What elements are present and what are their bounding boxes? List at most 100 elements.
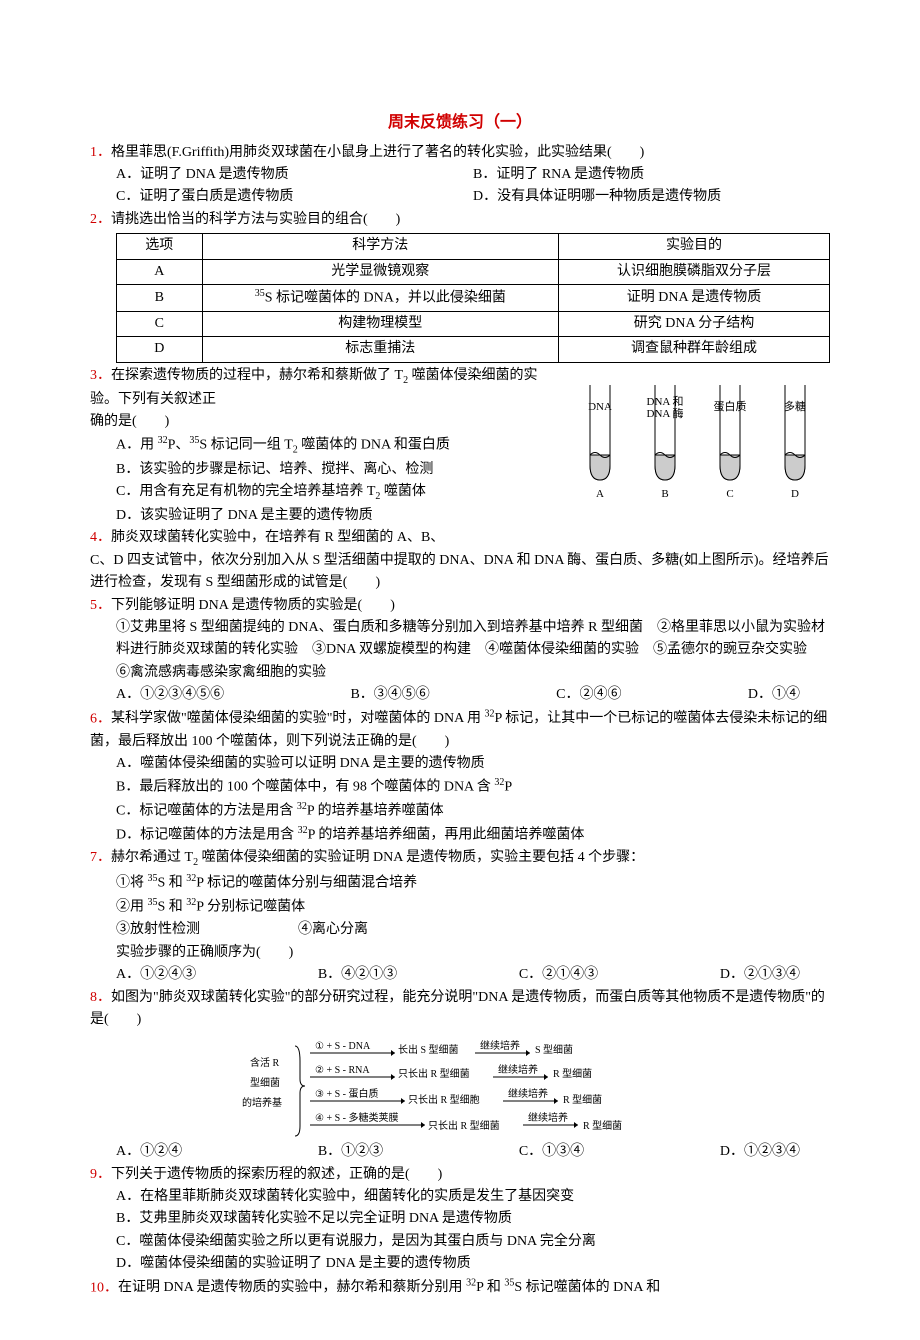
q6-opt-a: A．噬菌体侵染细菌的实验可以证明 DNA 是主要的遗传物质 — [90, 753, 830, 775]
q3-text1: 在探索遗传物质的过程中，赫尔希和蔡斯做了 T2 噬菌体侵染细菌的实验。下列有关叙… — [90, 368, 538, 407]
q2-th2: 科学方法 — [202, 234, 559, 259]
q7-s1: ①将 35S 和 32P 标记的噬菌体分别与细菌混合培养 — [90, 871, 830, 895]
q1-text: 格里菲思(F.Griffith)用肺炎双球菌在小鼠身上进行了著名的转化实验，此实… — [111, 145, 644, 160]
svg-text:R 型细菌: R 型细菌 — [583, 1119, 622, 1132]
q1-stem: 1．格里菲思(F.Griffith)用肺炎双球菌在小鼠身上进行了著名的转化实验，… — [90, 142, 830, 164]
worksheet-title: 周末反馈练习（一） — [90, 110, 830, 136]
svg-text:① + S - DNA: ① + S - DNA — [315, 1041, 371, 1052]
q7-opt-c: C．②①④③ — [519, 964, 598, 986]
svg-text:R 型细菌: R 型细菌 — [563, 1093, 602, 1106]
q4-stem2: C、D 四支试管中，依次分别加入从 S 型活细菌中提取的 DNA、DNA 和 D… — [90, 550, 830, 595]
q6-number: 6． — [90, 711, 111, 726]
q2-stem: 2．请挑选出恰当的科学方法与实验目的组合( ) — [90, 209, 830, 231]
q7-s4-text: ④离心分离 — [298, 922, 368, 937]
q2-rA2: 光学显微镜观察 — [202, 259, 559, 284]
svg-text:继续培养: 继续培养 — [528, 1111, 568, 1124]
svg-text:只长出 R 型细胞: 只长出 R 型细胞 — [408, 1093, 480, 1106]
svg-text:S 型细菌: S 型细菌 — [535, 1043, 573, 1056]
q8-opt-d: D．①②③④ — [720, 1141, 800, 1163]
q8-stem: 8．如图为"肺炎双球菌转化实验"的部分研究过程，能充分说明"DNA 是遗传物质，… — [90, 987, 830, 1032]
svg-text:② + S - RNA: ② + S - RNA — [315, 1065, 370, 1076]
q6-opt-c: C．标记噬菌体的方法是用含 32P 的培养基培养噬菌体 — [90, 799, 830, 823]
q10-stem: 10．在证明 DNA 是遗传物质的实验中，赫尔希和蔡斯分别用 32P 和 35S… — [90, 1276, 830, 1300]
q2-th3: 实验目的 — [559, 234, 830, 259]
q10-text: 在证明 DNA 是遗传物质的实验中，赫尔希和蔡斯分别用 32P 和 35S 标记… — [118, 1280, 660, 1295]
q5-opt-d: D．①④ — [748, 684, 800, 706]
q2-rA1: A — [117, 259, 203, 284]
q5-stem: 5．下列能够证明 DNA 是遗传物质的实验是( ) — [90, 595, 830, 617]
q9-opt-c: C．噬菌体侵染细菌实验之所以更有说服力，是因为其蛋白质与 DNA 完全分离 — [90, 1231, 830, 1253]
q8-opt-b: B．①②③ — [318, 1141, 383, 1163]
q8-opt-c: C．①③④ — [519, 1141, 584, 1163]
tube-d-top: 多糖 — [784, 399, 806, 413]
q7-s3-text: ③放射性检测 — [116, 922, 200, 937]
q2-rC3: 研究 DNA 分子结构 — [559, 311, 830, 336]
q9-text: 下列关于遗传物质的探索历程的叙述，正确的是( ) — [111, 1167, 442, 1182]
q5-number: 5． — [90, 598, 111, 613]
q1-opt-b: B．证明了 RNA 是遗传物质 — [473, 164, 830, 186]
q9-stem: 9．下列关于遗传物质的探索历程的叙述，正确的是( ) — [90, 1164, 830, 1186]
q2-number: 2． — [90, 212, 111, 227]
q2-rB1: B — [117, 284, 203, 311]
tube-a-top: DNA — [588, 401, 612, 413]
q7-opt-b: B．④②①③ — [318, 964, 397, 986]
q2-rC1: C — [117, 311, 203, 336]
q5-text: 下列能够证明 DNA 是遗传物质的实验是( ) — [111, 598, 395, 613]
svg-text:只长出 R 型细菌: 只长出 R 型细菌 — [398, 1067, 470, 1080]
q7-ask: 实验步骤的正确顺序为( ) — [90, 942, 830, 964]
tube-b-top2: DNA 酶 — [647, 407, 684, 420]
q1-opt-d: D．没有具体证明哪一种物质是遗传物质 — [473, 186, 830, 208]
q6-text: 某科学家做"噬菌体侵染细菌的实验"时，对噬菌体的 DNA 用 32P 标记，让其… — [90, 711, 827, 748]
q9-opt-d: D．噬菌体侵染细菌的实验证明了 DNA 是主要的遗传物质 — [90, 1253, 830, 1275]
q4-number: 4． — [90, 530, 111, 545]
svg-text:③ + S - 蛋白质: ③ + S - 蛋白质 — [315, 1087, 379, 1100]
q2-text: 请挑选出恰当的科学方法与实验目的组合( ) — [111, 212, 400, 227]
q8-text: 如图为"肺炎双球菌转化实验"的部分研究过程，能充分说明"DNA 是遗传物质，而蛋… — [90, 990, 825, 1027]
svg-text:长出 S 型细菌: 长出 S 型细菌 — [398, 1043, 459, 1056]
q8-number: 8． — [90, 990, 111, 1005]
q7-s2: ②用 35S 和 32P 分别标记噬菌体 — [90, 895, 830, 919]
q7-number: 7． — [90, 850, 111, 865]
q9-number: 9． — [90, 1167, 111, 1182]
svg-text:R 型细菌: R 型细菌 — [553, 1067, 592, 1080]
q2-table: 选项 科学方法 实验目的 A 光学显微镜观察 认识细胞膜磷脂双分子层 B 353… — [116, 233, 830, 363]
q1-number: 1． — [90, 145, 111, 160]
q2-rD3: 调查鼠种群年龄组成 — [559, 337, 830, 362]
flow-left3: 的培养基 — [242, 1096, 282, 1109]
tube-a-label: A — [596, 488, 604, 500]
q7-opt-a: A．①②④③ — [116, 964, 196, 986]
tube-c-top: 蛋白质 — [714, 399, 747, 413]
q5-opt-b: B．③④⑤⑥ — [350, 684, 429, 706]
q2-th1: 选项 — [117, 234, 203, 259]
q9-opt-a: A．在格里菲斯肺炎双球菌转化实验中，细菌转化的实质是发生了基因突变 — [90, 1186, 830, 1208]
tubes-figure: DNA A DNA 和 DNA 酶 B 蛋白质 C 多糖 D — [570, 365, 830, 513]
q6-stem: 6．某科学家做"噬菌体侵染细菌的实验"时，对噬菌体的 DNA 用 32P 标记，… — [90, 707, 830, 753]
q7-opt-d: D．②①③④ — [720, 964, 800, 986]
tube-b-label: B — [661, 488, 668, 500]
svg-text:继续培养: 继续培养 — [508, 1087, 548, 1100]
q4-stem1: 4．肺炎双球菌转化实验中，在培养有 R 型细菌的 A、B、 — [90, 527, 830, 549]
q10-number: 10． — [90, 1280, 118, 1295]
q7-stem: 7．赫尔希通过 T2 噬菌体侵染细菌的实验证明 DNA 是遗传物质，实验主要包括… — [90, 847, 830, 871]
q2-rA3: 认识细胞膜磷脂双分子层 — [559, 259, 830, 284]
svg-text:继续培养: 继续培养 — [498, 1063, 538, 1076]
q2-rB2: 3535S 标记噬菌体的 DNA，并以此侵染细菌S 标记噬菌体的 DNA，并以此… — [202, 284, 559, 311]
q7-text: 赫尔希通过 T2 噬菌体侵染细菌的实验证明 DNA 是遗传物质，实验主要包括 4… — [111, 850, 644, 865]
q8-opt-a: A．①②④ — [116, 1141, 182, 1163]
q2-rC2: 构建物理模型 — [202, 311, 559, 336]
q5-body: ①艾弗里将 S 型细菌提纯的 DNA、蛋白质和多糖等分别加入到培养基中培养 R … — [90, 617, 830, 684]
q5-opt-a: A．①②③④⑤⑥ — [116, 684, 224, 706]
svg-text:继续培养: 继续培养 — [480, 1039, 520, 1052]
q5-opt-c: C．②④⑥ — [556, 684, 621, 706]
tube-b-top1: DNA 和 — [647, 395, 684, 408]
q7-s3s4: ③放射性检测 ④离心分离 — [90, 919, 830, 941]
q4-text1: 肺炎双球菌转化实验中，在培养有 R 型细菌的 A、B、 — [111, 530, 444, 545]
q6-opt-d: D．标记噬菌体的方法是用含 32P 的培养基培养细菌，再用此细菌培养噬菌体 — [90, 823, 830, 847]
svg-text:只长出 R 型细菌: 只长出 R 型细菌 — [428, 1119, 500, 1132]
tube-d-label: D — [791, 488, 799, 500]
q9-opt-b: B．艾弗里肺炎双球菌转化实验不足以完全证明 DNA 是遗传物质 — [90, 1208, 830, 1230]
q3-number: 3． — [90, 368, 111, 383]
flow-left2: 型细菌 — [250, 1076, 280, 1089]
q2-rD2: 标志重捕法 — [202, 337, 559, 362]
q1-opt-c: C．证明了蛋白质是遗传物质 — [116, 186, 473, 208]
